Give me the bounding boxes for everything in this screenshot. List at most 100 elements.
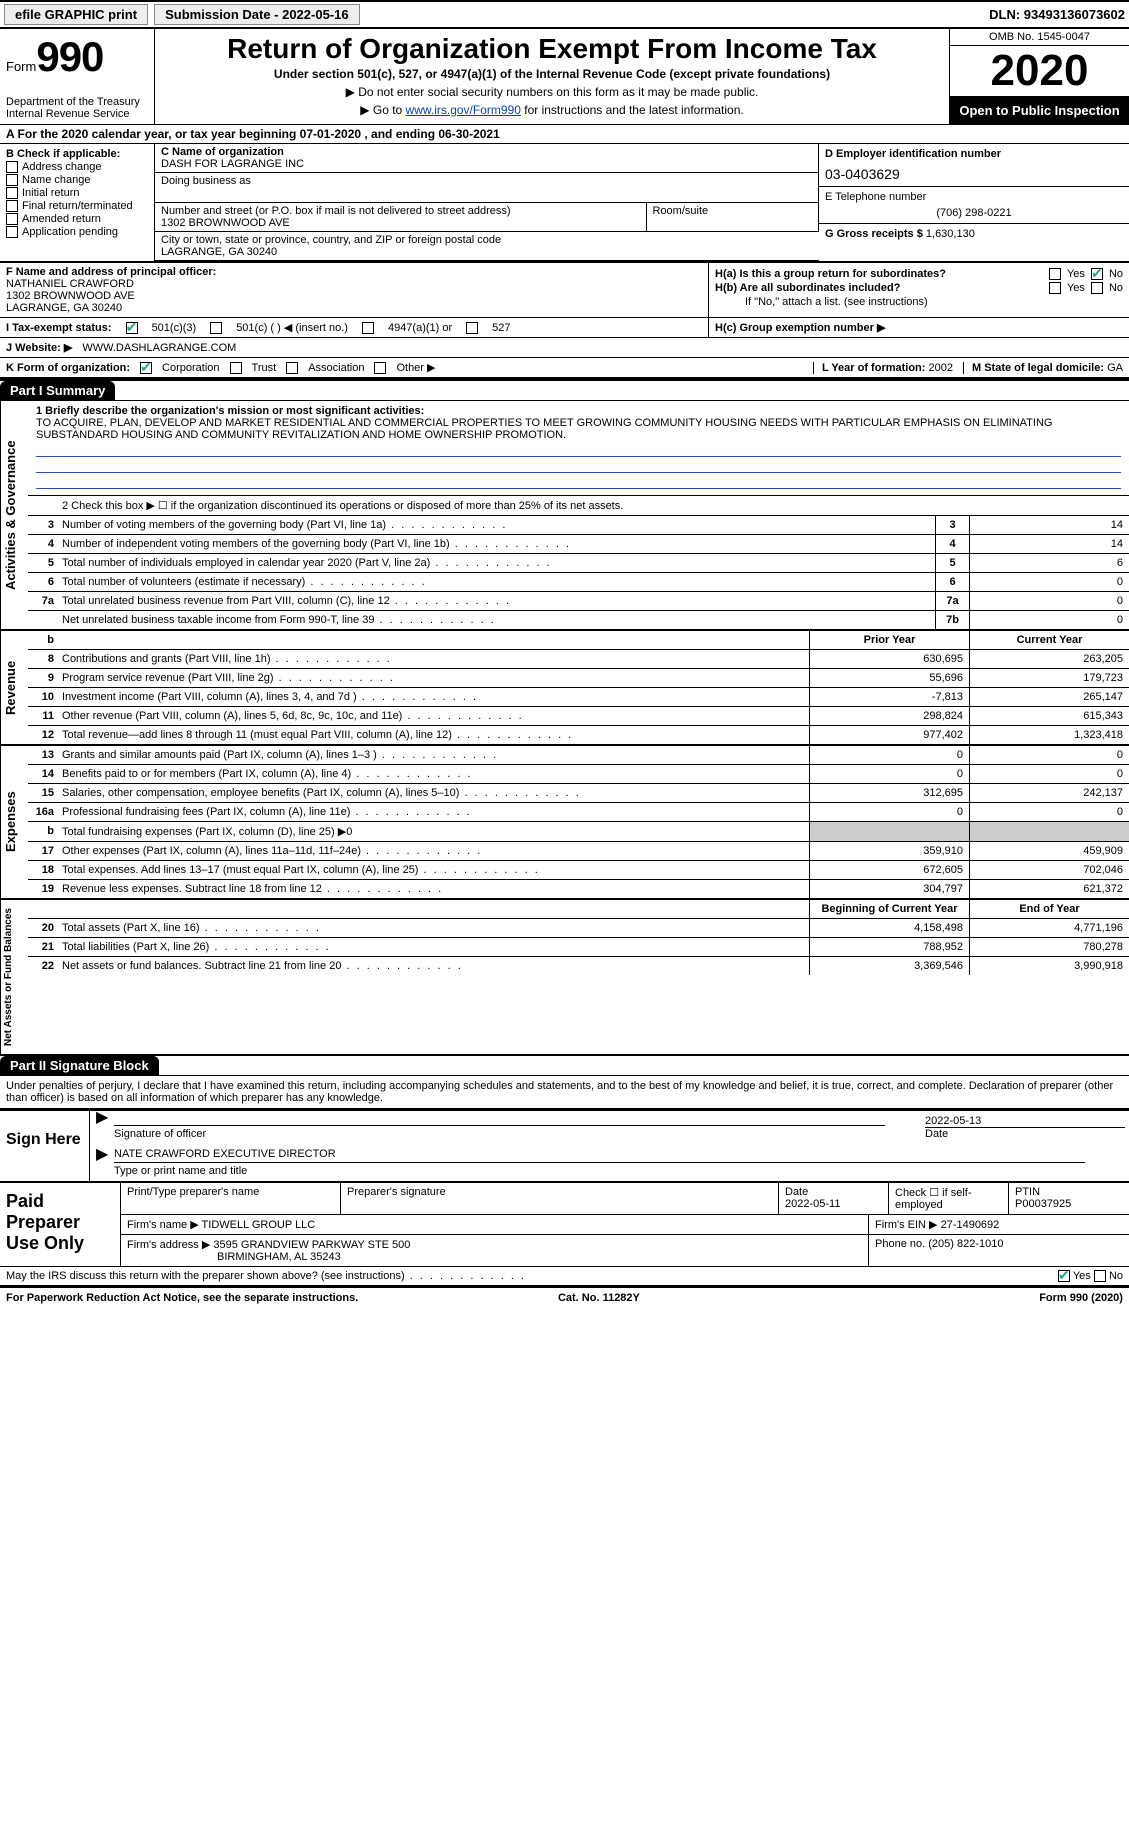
opt-assoc: Association — [308, 362, 364, 374]
line1-label: 1 Briefly describe the organization's mi… — [36, 405, 424, 417]
submission-date-button[interactable]: Submission Date - 2022-05-16 — [154, 4, 360, 25]
prep-date-header: Date — [785, 1186, 808, 1198]
row-desc: Total unrelated business revenue from Pa… — [58, 592, 935, 610]
current-value: 621,372 — [969, 880, 1129, 898]
l-label: L Year of formation: — [822, 362, 926, 374]
check-application-pending[interactable] — [6, 226, 18, 238]
check-initial-return[interactable] — [6, 187, 18, 199]
row-desc: Total number of individuals employed in … — [58, 554, 935, 572]
row-ref: 6 — [935, 573, 969, 591]
blank-line — [36, 459, 1121, 473]
side-activities-governance: Activities & Governance — [0, 401, 28, 629]
row-num: 13 — [28, 746, 58, 764]
current-value: 0 — [969, 746, 1129, 764]
row-ref: 7a — [935, 592, 969, 610]
row-num: 19 — [28, 880, 58, 898]
ha-no-checkbox[interactable] — [1091, 268, 1103, 280]
check-address-change[interactable] — [6, 161, 18, 173]
instruction-line-2: ▶ Go to www.irs.gov/Form990 for instruct… — [165, 103, 939, 117]
prior-value: 0 — [809, 746, 969, 764]
check-final-return-terminated[interactable] — [6, 200, 18, 212]
row-value: 0 — [969, 592, 1129, 610]
top-toolbar: efile GRAPHIC print Submission Date - 20… — [0, 0, 1129, 27]
org-street: 1302 BROWNWOOD AVE — [161, 217, 290, 229]
blank-line — [36, 443, 1121, 457]
row-num: 14 — [28, 765, 58, 783]
hb-yes-checkbox[interactable] — [1049, 282, 1061, 294]
row-num: 22 — [28, 957, 58, 975]
irs-link[interactable]: www.irs.gov/Form990 — [406, 103, 521, 117]
prep-date: 2022-05-11 — [785, 1198, 840, 1210]
ha-yes-checkbox[interactable] — [1049, 268, 1061, 280]
self-employed-check[interactable]: Check ☐ if self-employed — [889, 1183, 1009, 1214]
no-label: No — [1109, 268, 1123, 280]
prior-value: 55,696 — [809, 669, 969, 687]
row-num: 15 — [28, 784, 58, 802]
check-label: Name change — [22, 174, 91, 186]
ptin-value: P00037925 — [1015, 1198, 1071, 1210]
assoc-checkbox[interactable] — [286, 362, 298, 374]
check-name-change[interactable] — [6, 174, 18, 186]
tel-label: E Telephone number — [825, 191, 926, 203]
row-b: b — [28, 631, 58, 649]
row-num: 7a — [28, 592, 58, 610]
current-value: 702,046 — [969, 861, 1129, 879]
row-num: 10 — [28, 688, 58, 706]
row-ref: 4 — [935, 535, 969, 553]
corp-checkbox[interactable] — [140, 362, 152, 374]
current-value: 242,137 — [969, 784, 1129, 802]
row-ref: 7b — [935, 611, 969, 629]
hc-label: H(c) Group exemption number ▶ — [715, 322, 885, 334]
end-year-header: End of Year — [969, 900, 1129, 918]
discuss-no-checkbox[interactable] — [1094, 1270, 1106, 1282]
prior-value: 312,695 — [809, 784, 969, 802]
addr-label: Number and street (or P.O. box if mail i… — [161, 205, 511, 217]
j-label: J Website: ▶ — [6, 341, 72, 354]
officer-addr1: 1302 BROWNWOOD AVE — [6, 290, 702, 302]
arrow-icon: ▶ — [96, 1144, 108, 1164]
sign-here-block: Sign Here ▶ Signature of officer 2022-05… — [0, 1109, 1129, 1181]
hb-no-checkbox[interactable] — [1091, 282, 1103, 294]
firm-addr2: BIRMINGHAM, AL 35243 — [127, 1251, 341, 1263]
efile-print-button[interactable]: efile GRAPHIC print — [4, 4, 148, 25]
current-value: 4,771,196 — [969, 919, 1129, 937]
part1-title: Part I Summary — [0, 381, 115, 400]
phone-label: Phone no. — [875, 1238, 925, 1250]
k-label: K Form of organization: — [6, 362, 130, 374]
trust-checkbox[interactable] — [230, 362, 242, 374]
hb-note: If "No," attach a list. (see instruction… — [715, 296, 1123, 308]
prior-value: 4,158,498 — [809, 919, 969, 937]
entity-info-block: B Check if applicable: Address changeNam… — [0, 144, 1129, 263]
discuss-yes-checkbox[interactable] — [1058, 1270, 1070, 1282]
line2-text: 2 Check this box ▶ ☐ if the organization… — [58, 496, 1129, 515]
gross-label: G Gross receipts $ — [825, 228, 923, 240]
current-value: 780,278 — [969, 938, 1129, 956]
paid-preparer-label: Paid Preparer Use Only — [0, 1183, 120, 1266]
prior-value: -7,813 — [809, 688, 969, 706]
yes-label-3: Yes — [1073, 1270, 1091, 1282]
check-if-applicable-label: B Check if applicable: — [6, 148, 148, 160]
527-checkbox[interactable] — [466, 322, 478, 334]
row-num: 21 — [28, 938, 58, 956]
row-desc: Grants and similar amounts paid (Part IX… — [58, 746, 809, 764]
other-checkbox[interactable] — [374, 362, 386, 374]
c-name-label: C Name of organization — [161, 146, 284, 158]
prior-value: 3,369,546 — [809, 957, 969, 975]
firm-addr1: 3595 GRANDVIEW PARKWAY STE 500 — [213, 1239, 410, 1251]
row-value: 14 — [969, 535, 1129, 553]
row-num: 17 — [28, 842, 58, 860]
501c-checkbox[interactable] — [210, 322, 222, 334]
form-number: 990 — [36, 33, 103, 80]
row-num: 16a — [28, 803, 58, 821]
check-amended-return[interactable] — [6, 213, 18, 225]
row-desc: Contributions and grants (Part VIII, lin… — [58, 650, 809, 668]
opt-501c: 501(c) ( ) ◀ (insert no.) — [236, 321, 348, 334]
501c3-checkbox[interactable] — [126, 322, 138, 334]
4947-checkbox[interactable] — [362, 322, 374, 334]
firm-name-label: Firm's name ▶ — [127, 1219, 199, 1231]
row-value: 0 — [969, 611, 1129, 629]
officer-addr2: LAGRANGE, GA 30240 — [6, 302, 702, 314]
side-net-assets: Net Assets or Fund Balances — [0, 900, 28, 1054]
form-word: Form — [6, 59, 36, 74]
side-revenue: Revenue — [0, 631, 28, 744]
